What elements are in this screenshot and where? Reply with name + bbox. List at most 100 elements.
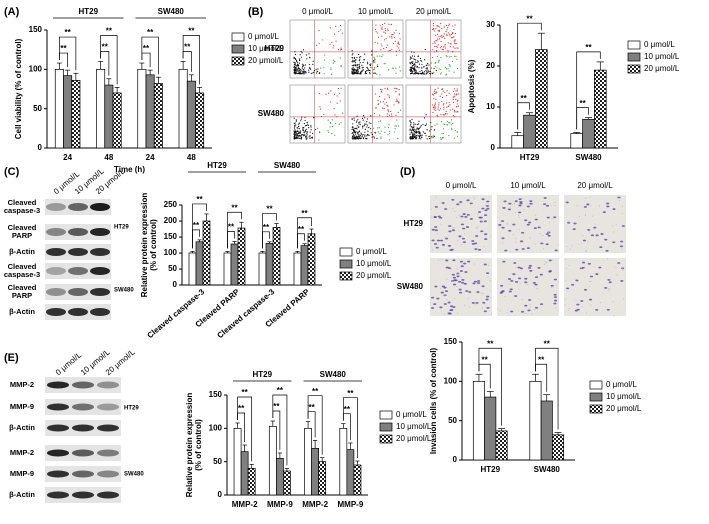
cell-dot	[375, 28, 377, 31]
cell-dot	[442, 90, 444, 92]
pore	[590, 304, 592, 306]
blot-band	[97, 449, 119, 457]
cell-dot	[449, 35, 451, 37]
cell-dot	[456, 135, 459, 137]
cell-dot	[294, 51, 296, 53]
bar	[195, 92, 205, 149]
cell-dot	[426, 138, 428, 140]
blot-band	[90, 203, 110, 211]
pore	[567, 309, 569, 311]
cell-dot	[448, 92, 450, 94]
cell-dot	[352, 138, 354, 140]
cell-dot	[340, 47, 342, 49]
pore	[511, 273, 513, 275]
cell-dot	[453, 90, 455, 93]
invaded-cell	[512, 223, 516, 226]
bar	[318, 461, 327, 496]
cell-dot	[456, 42, 458, 45]
cell-dot	[388, 95, 390, 97]
cell-dot	[395, 50, 398, 52]
cell-dot	[428, 137, 431, 140]
invaded-cell	[546, 216, 550, 219]
invaded-cell	[510, 310, 514, 313]
cell-dot	[398, 43, 400, 45]
pore	[593, 266, 595, 268]
cell-dot	[440, 72, 443, 74]
cell-dot	[339, 57, 341, 59]
cell-dot	[454, 42, 456, 44]
cell-dot	[351, 71, 353, 73]
significance-label: **	[344, 405, 351, 414]
cell-dot	[449, 64, 451, 66]
cell-dot	[324, 54, 326, 56]
pore	[518, 228, 520, 230]
invaded-cell	[514, 280, 519, 283]
cell-dot	[362, 137, 365, 139]
cell-dot	[299, 68, 301, 71]
cell-dot	[413, 58, 415, 60]
cell-dot	[302, 71, 304, 74]
cell-dot	[381, 23, 384, 26]
invaded-cell	[498, 224, 502, 226]
pore	[612, 301, 614, 303]
cell-dot	[300, 136, 303, 138]
cell-dot	[395, 72, 397, 74]
pore	[469, 306, 471, 308]
cell-dot	[419, 136, 421, 138]
cell-dot	[359, 58, 361, 60]
column-label: 0 μmol/L	[446, 181, 477, 190]
cell-dot	[434, 65, 436, 68]
significance-bracket	[59, 36, 77, 71]
pore	[580, 267, 582, 269]
cell-dot	[434, 34, 436, 36]
cell-dot	[316, 44, 318, 46]
cell-dot	[322, 39, 324, 41]
cell-dot	[417, 73, 420, 75]
cell-dot	[445, 24, 448, 27]
pore	[527, 283, 529, 285]
cell-dot	[356, 72, 358, 75]
invaded-cell	[483, 310, 487, 313]
cell-dot	[361, 64, 363, 66]
pore	[430, 208, 432, 210]
cell-dot	[378, 95, 381, 98]
invaded-cell	[499, 291, 503, 294]
cell-dot	[390, 23, 392, 25]
cell-dot	[366, 67, 369, 69]
cell-dot	[440, 121, 443, 123]
pore	[529, 306, 531, 308]
cell-dot	[310, 72, 312, 74]
invaded-cell	[440, 291, 444, 294]
bar	[137, 68, 147, 149]
pore	[453, 227, 455, 229]
row-label: MMP-9	[9, 402, 35, 411]
invaded-cell	[447, 244, 452, 247]
invaded-cell	[545, 204, 550, 207]
cell-dot	[433, 130, 435, 132]
cell-dot	[373, 137, 376, 139]
cell-dot	[356, 120, 358, 122]
cell-dot	[305, 54, 307, 56]
invaded-cell	[461, 279, 465, 281]
invaded-cell	[451, 229, 456, 232]
cell-dot	[360, 73, 362, 75]
cell-dot	[371, 54, 373, 56]
legend-swatch	[231, 32, 245, 42]
cell-dot	[447, 32, 449, 34]
cell-dot	[305, 124, 307, 127]
cell-dot	[331, 133, 333, 135]
cell-dot	[311, 137, 314, 139]
cell-dot	[306, 58, 308, 60]
row-label: β-Actin	[9, 423, 35, 432]
blot-band	[46, 267, 66, 275]
invaded-cell	[528, 221, 532, 224]
cell-dot	[307, 124, 310, 126]
bar	[54, 68, 64, 149]
cell-dot	[430, 62, 433, 64]
invaded-cell	[537, 267, 541, 269]
cell-dot	[338, 30, 340, 32]
panel-label: (D)	[400, 166, 416, 178]
pore	[506, 312, 508, 314]
pore	[578, 215, 580, 217]
cell-dot	[304, 116, 306, 119]
